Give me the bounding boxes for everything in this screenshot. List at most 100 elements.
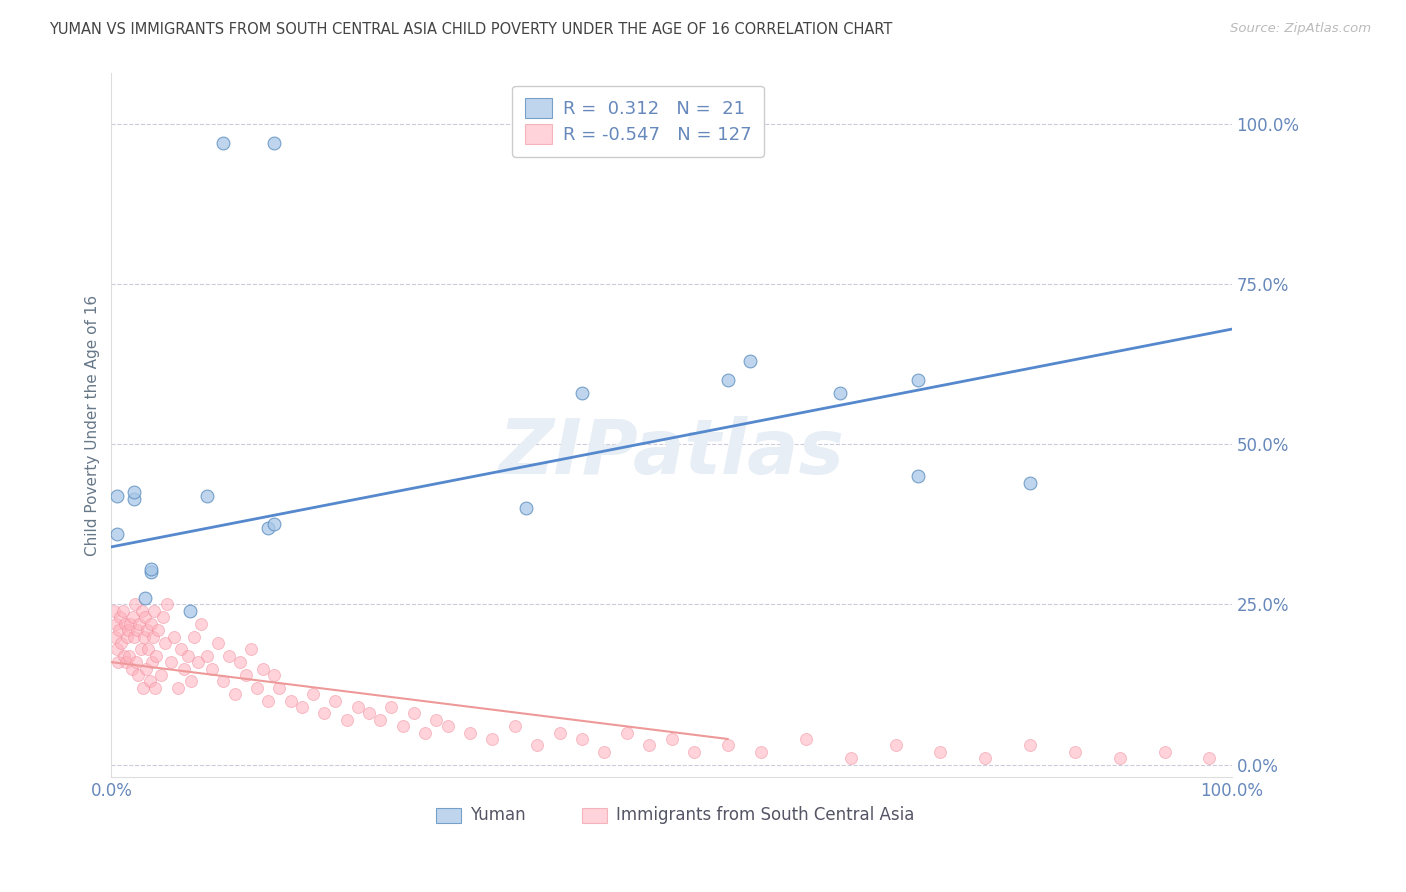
Point: [153, 636, 176, 650]
Point: [105, 642, 128, 657]
Point: [108, 623, 131, 637]
Point: [280, 693, 302, 707]
Point: [548, 725, 571, 739]
Point: [121, 610, 143, 624]
Point: [125, 655, 148, 669]
Point: [240, 642, 263, 657]
Point: [201, 661, 224, 675]
Text: YUMAN VS IMMIGRANTS FROM SOUTH CENTRAL ASIA CHILD POVERTY UNDER THE AGE OF 16 CO: YUMAN VS IMMIGRANTS FROM SOUTH CENTRAL A…: [49, 22, 893, 37]
Y-axis label: Child Poverty Under the Age of 16: Child Poverty Under the Age of 16: [86, 294, 100, 556]
Point: [1019, 475, 1042, 490]
Point: [212, 136, 235, 151]
Point: [104, 616, 127, 631]
Point: [929, 745, 952, 759]
Text: Source: ZipAtlas.com: Source: ZipAtlas.com: [1230, 22, 1371, 36]
Point: [190, 616, 212, 631]
Point: [176, 648, 198, 663]
Point: [127, 623, 149, 637]
Point: [110, 610, 132, 624]
Point: [128, 616, 150, 631]
Point: [127, 668, 149, 682]
Point: [1243, 745, 1265, 759]
Point: [391, 719, 413, 733]
Point: [104, 630, 127, 644]
Point: [325, 693, 347, 707]
Point: [336, 713, 359, 727]
Point: [134, 610, 156, 624]
Point: [1019, 739, 1042, 753]
Point: [571, 731, 593, 746]
Point: [794, 731, 817, 746]
Point: [166, 681, 188, 695]
Point: [716, 739, 738, 753]
Point: [114, 616, 136, 631]
Point: [616, 725, 638, 739]
Point: [749, 745, 772, 759]
Point: [207, 636, 229, 650]
Text: ZIPatlas: ZIPatlas: [499, 417, 845, 491]
Point: [138, 642, 160, 657]
Point: [224, 687, 246, 701]
Point: [1064, 745, 1087, 759]
Point: [117, 623, 139, 637]
Point: [291, 700, 314, 714]
Point: [156, 598, 179, 612]
Point: [347, 700, 370, 714]
Point: [302, 687, 325, 701]
Point: [380, 700, 402, 714]
Point: [132, 630, 155, 644]
Point: [263, 136, 285, 151]
Point: [142, 630, 165, 644]
Point: [105, 527, 128, 541]
Point: [263, 668, 285, 682]
Point: [180, 674, 202, 689]
Point: [218, 648, 240, 663]
Point: [138, 674, 160, 689]
Point: [111, 604, 134, 618]
Point: [145, 648, 167, 663]
Point: [163, 630, 186, 644]
Point: [402, 706, 425, 721]
Point: [141, 655, 163, 669]
Point: [143, 681, 166, 695]
Point: [593, 745, 616, 759]
Text: Immigrants from South Central Asia: Immigrants from South Central Asia: [616, 806, 914, 824]
Point: [503, 719, 526, 733]
Point: [716, 373, 738, 387]
Point: [139, 562, 162, 576]
Point: [122, 485, 145, 500]
Bar: [436, 807, 461, 823]
Point: [974, 751, 997, 765]
Bar: [582, 807, 606, 823]
Point: [134, 591, 156, 606]
Point: [179, 604, 201, 618]
Point: [170, 642, 193, 657]
Point: [252, 661, 274, 675]
Point: [515, 501, 537, 516]
Point: [143, 604, 166, 618]
Point: [738, 354, 761, 368]
Point: [235, 668, 257, 682]
Point: [121, 661, 143, 675]
Point: [152, 610, 174, 624]
Legend: R =  0.312   N =  21, R = -0.547   N = 127: R = 0.312 N = 21, R = -0.547 N = 127: [512, 86, 763, 157]
Point: [839, 751, 862, 765]
Point: [1288, 751, 1310, 765]
Point: [159, 655, 181, 669]
Point: [425, 713, 447, 727]
Point: [246, 681, 269, 695]
Point: [195, 489, 218, 503]
Point: [661, 731, 683, 746]
Point: [115, 655, 138, 669]
Point: [257, 521, 280, 535]
Point: [122, 491, 145, 506]
Point: [132, 681, 155, 695]
Point: [907, 469, 929, 483]
Point: [907, 373, 929, 387]
Point: [148, 623, 170, 637]
Point: [103, 604, 125, 618]
Text: Yuman: Yuman: [470, 806, 526, 824]
Point: [212, 674, 235, 689]
Point: [139, 566, 162, 580]
Point: [135, 661, 157, 675]
